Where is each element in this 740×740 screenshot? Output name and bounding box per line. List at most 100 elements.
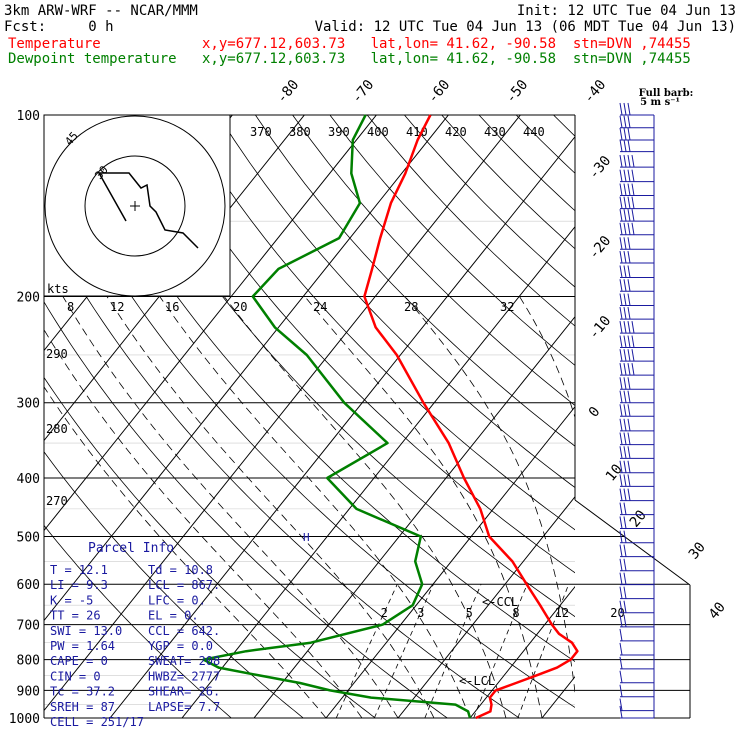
dry-adiabat <box>292 115 575 406</box>
parcel-info-left: PW = 1.64 <box>50 639 115 653</box>
theta-left-label: 270 <box>46 494 68 508</box>
wind-barb <box>619 600 654 614</box>
h-marker: H <box>303 531 310 544</box>
dewpoint-location: x,y=677.12,603.73 lat,lon= 41.62, -90.58… <box>202 51 691 67</box>
wind-barb <box>619 432 654 446</box>
init-time: Init: 12 UTC Tue 04 Jun 13 <box>517 3 736 19</box>
wind-barb <box>619 279 654 292</box>
parcel-info-right: EL = 0. <box>148 609 199 623</box>
isotherm-line <box>109 135 575 718</box>
dry-adiabat <box>329 115 575 366</box>
parcel-info-right: SWEAT= 208 <box>148 654 220 668</box>
wind-barb <box>619 684 654 698</box>
dry-adiabat <box>105 115 575 618</box>
dry-adiabat <box>68 115 575 663</box>
moist-adiabat <box>106 296 435 718</box>
theta-label: 380 <box>289 125 311 139</box>
parcel-info-left: SREH = 87 <box>50 700 115 714</box>
temperature-legend: Temperature <box>8 36 101 52</box>
parcel-info-left: TT = 26 <box>50 609 101 623</box>
pressure-label: 700 <box>17 619 40 634</box>
wind-barb <box>619 250 654 264</box>
valid-time: Valid: 12 UTC Tue 04 Jun 13 (06 MDT Tue … <box>315 19 736 35</box>
pressure-label: 1000 <box>9 712 40 727</box>
moist-adiabat <box>404 296 575 696</box>
wind-barb <box>619 222 654 236</box>
wind-barb <box>619 530 654 544</box>
parcel-info-panel: Parcel Info T = 12.1 Td = 10.8 LI = 9.3 LCL… <box>50 541 220 729</box>
dry-adiabat <box>255 115 575 447</box>
wind-barb <box>619 628 654 642</box>
dry-adiabat <box>44 223 520 718</box>
theta-label: 440 <box>523 125 545 139</box>
ccl-marker: <-CCL <box>482 595 518 609</box>
wind-barb <box>619 154 654 168</box>
parcel-info-left: SWI = 13.0 <box>50 624 122 638</box>
mixing-ratio-lines <box>335 584 570 718</box>
wind-barb <box>619 705 654 719</box>
barb-legend-title: Full barb: <box>639 88 694 99</box>
hodograph-ring-30 <box>84 155 186 257</box>
dewpoint-profile <box>202 114 472 719</box>
parcel-info-left: K = -5 <box>50 593 93 607</box>
kts-label: 20 <box>233 300 247 314</box>
moist-adiabat <box>62 296 399 718</box>
wind-barb <box>619 474 654 487</box>
kts-label: 8 <box>67 300 74 314</box>
dewpoint-legend: Dewpoint temperature <box>8 51 177 67</box>
mixing-ratio-line <box>473 584 528 718</box>
pressure-label: 100 <box>17 109 40 124</box>
pressure-label: 200 <box>17 291 40 306</box>
wind-barb <box>619 335 654 349</box>
wind-barb <box>619 516 654 530</box>
theta-label: 370 <box>250 125 272 139</box>
mixing-ratio-label: 3 <box>417 606 424 620</box>
moist-adiabat <box>223 296 507 718</box>
dry-adiabat <box>143 115 575 574</box>
theta-label: 430 <box>484 125 506 139</box>
theta-label: 390 <box>328 125 350 139</box>
wind-barb <box>619 698 654 712</box>
isotherm-line <box>44 115 521 712</box>
parcel-info-left: CAPE = 0 <box>50 654 108 668</box>
moist-adiabat <box>44 386 327 718</box>
wind-barb <box>619 642 654 656</box>
model-title: 3km ARW-WRF -- NCAR/MMM <box>4 3 198 19</box>
pressure-label: 800 <box>17 654 40 669</box>
wind-barbs <box>619 102 655 719</box>
wind-barb <box>619 265 654 279</box>
pressure-label: 300 <box>17 397 40 412</box>
kts-label: 12 <box>110 300 124 314</box>
wind-barb <box>619 558 654 572</box>
theta-label: 400 <box>367 125 389 139</box>
moist-adiabat <box>44 328 363 718</box>
wind-barb <box>619 377 654 390</box>
pressure-label: 900 <box>17 684 40 699</box>
wind-barb <box>619 349 654 362</box>
hodograph: 45 30 <box>43 114 231 297</box>
parcel-info-left: Tc = 37.2 <box>50 685 115 699</box>
isotherm-line <box>253 315 575 718</box>
moist-adiabat <box>304 296 543 718</box>
mixing-ratio-line <box>373 584 434 718</box>
wind-barb <box>619 307 654 320</box>
dry-adiabat <box>44 376 376 718</box>
lcl-marker: <-LCL <box>459 674 495 688</box>
mixing-ratio-label: 5 <box>466 606 473 620</box>
wind-barb <box>619 321 654 334</box>
kts-title: kts <box>47 282 69 296</box>
isotherm-line <box>181 225 575 718</box>
moist-adiabat <box>159 296 471 718</box>
moist-adiabat-lines <box>44 296 575 718</box>
wind-barb <box>619 115 654 129</box>
wind-barb <box>619 183 654 197</box>
wind-barb <box>619 237 654 250</box>
parcel-info-right: CCL = 642. <box>148 624 220 638</box>
dry-adiabat <box>217 115 575 489</box>
parcel-info-left: LI = 9.3 <box>50 578 108 592</box>
kts-label: 16 <box>165 300 179 314</box>
mixing-ratio-line <box>424 584 482 718</box>
parcel-info-left: T = 12.1 <box>50 563 108 577</box>
wind-barb <box>619 446 654 459</box>
